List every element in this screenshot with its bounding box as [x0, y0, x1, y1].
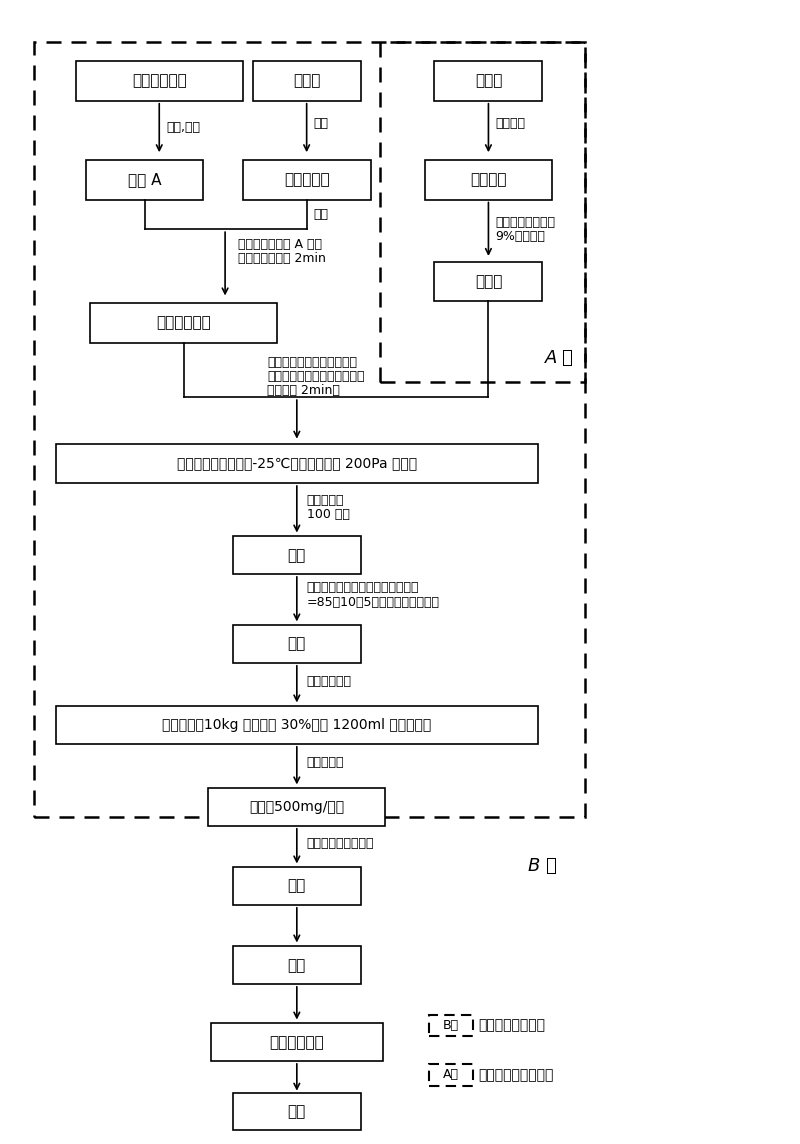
- Text: 装瓶: 装瓶: [288, 879, 306, 893]
- Text: 入库: 入库: [288, 1104, 306, 1119]
- Text: 100 目筛: 100 目筛: [306, 508, 350, 522]
- Text: 过滤、去杂: 过滤、去杂: [284, 173, 330, 188]
- Text: 内为三十万级洁净区: 内为三十万级洁净区: [478, 1067, 554, 1082]
- Text: 加水,溶解: 加水,溶解: [166, 121, 200, 134]
- Bar: [380, 41, 585, 382]
- Text: A区: A区: [443, 1068, 459, 1081]
- Text: =85：10：5（重量比）加入辅料: =85：10：5（重量比）加入辅料: [306, 596, 440, 609]
- Text: 内为十万级洁净区: 内为十万级洁净区: [478, 1018, 546, 1032]
- Text: 湿法制粒（10kg 混合粉加 30%酒精 1200ml 作湿润剂）: 湿法制粒（10kg 混合粉加 30%酒精 1200ml 作湿润剂）: [162, 718, 431, 732]
- Text: 粉碎，使过: 粉碎，使过: [306, 494, 344, 508]
- Bar: [76, 62, 242, 101]
- Bar: [34, 41, 585, 817]
- Text: 压片（500mg/片）: 压片（500mg/片）: [250, 800, 344, 815]
- Bar: [242, 160, 370, 199]
- Text: 抛光，取样检验合格: 抛光，取样检验合格: [306, 837, 374, 850]
- Bar: [233, 946, 361, 984]
- Text: 冷冻干燥（物料温度-25℃以下，真空度 200Pa 以下）: 冷冻干燥（物料温度-25℃以下，真空度 200Pa 以下）: [177, 456, 417, 470]
- Text: 蜂胶精制: 蜂胶精制: [495, 117, 526, 130]
- Bar: [211, 1024, 383, 1060]
- Text: B区: B区: [443, 1019, 459, 1032]
- Text: 蜂胶液: 蜂胶液: [474, 275, 502, 289]
- Bar: [86, 160, 203, 199]
- Bar: [233, 626, 361, 662]
- Text: 将王浆加入溶液 A 中，: 将王浆加入溶液 A 中，: [238, 238, 322, 251]
- Bar: [434, 262, 542, 301]
- Bar: [90, 303, 277, 343]
- Text: 蜂王浆: 蜂王浆: [293, 73, 320, 88]
- Bar: [233, 1093, 361, 1130]
- Bar: [208, 788, 386, 826]
- Text: 9%蜂胶溶液: 9%蜂胶溶液: [495, 230, 545, 243]
- Text: 中，边加边搅拌混合，完毕，: 中，边加边搅拌混合，完毕，: [267, 370, 365, 383]
- Bar: [56, 444, 538, 483]
- Bar: [425, 160, 552, 199]
- Text: 解冻: 解冻: [314, 117, 329, 130]
- Bar: [430, 1015, 473, 1036]
- Text: 包装: 包装: [288, 958, 306, 972]
- Text: 混合: 混合: [288, 636, 306, 652]
- Bar: [430, 1064, 473, 1086]
- Text: 取样检验合格: 取样检验合格: [306, 675, 352, 689]
- Text: 王浆西洋参液: 王浆西洋参液: [157, 316, 211, 331]
- Text: 粗蜂胶: 粗蜂胶: [474, 73, 502, 88]
- Bar: [434, 62, 542, 101]
- Text: 高速乳化 2min。: 高速乳化 2min。: [267, 383, 340, 397]
- Text: 按筛粉：羟丙纤维素：羧甲淀粉钠: 按筛粉：羟丙纤维素：羧甲淀粉钠: [306, 581, 419, 594]
- Bar: [253, 62, 361, 101]
- Text: 西洋参提取液: 西洋参提取液: [132, 73, 186, 88]
- Text: 粉碎，加乙醇配成: 粉碎，加乙醇配成: [495, 216, 555, 229]
- Text: B 区: B 区: [528, 857, 557, 875]
- Bar: [233, 537, 361, 574]
- Text: 精制蜂胶: 精制蜂胶: [470, 173, 506, 188]
- Text: A 区: A 区: [546, 349, 574, 366]
- Bar: [56, 706, 538, 744]
- Text: 筛粉: 筛粉: [288, 548, 306, 563]
- Text: 将蜂胶液加到王浆西洋参液: 将蜂胶液加到王浆西洋参液: [267, 356, 358, 370]
- Text: 干燥，整粒: 干燥，整粒: [306, 756, 344, 769]
- Text: 成品检验合格: 成品检验合格: [270, 1034, 324, 1050]
- Text: 溶液 A: 溶液 A: [128, 173, 162, 188]
- Text: 搅拌，高速乳化 2min: 搅拌，高速乳化 2min: [238, 253, 326, 265]
- Bar: [233, 867, 361, 905]
- Text: 混合: 混合: [314, 208, 329, 221]
